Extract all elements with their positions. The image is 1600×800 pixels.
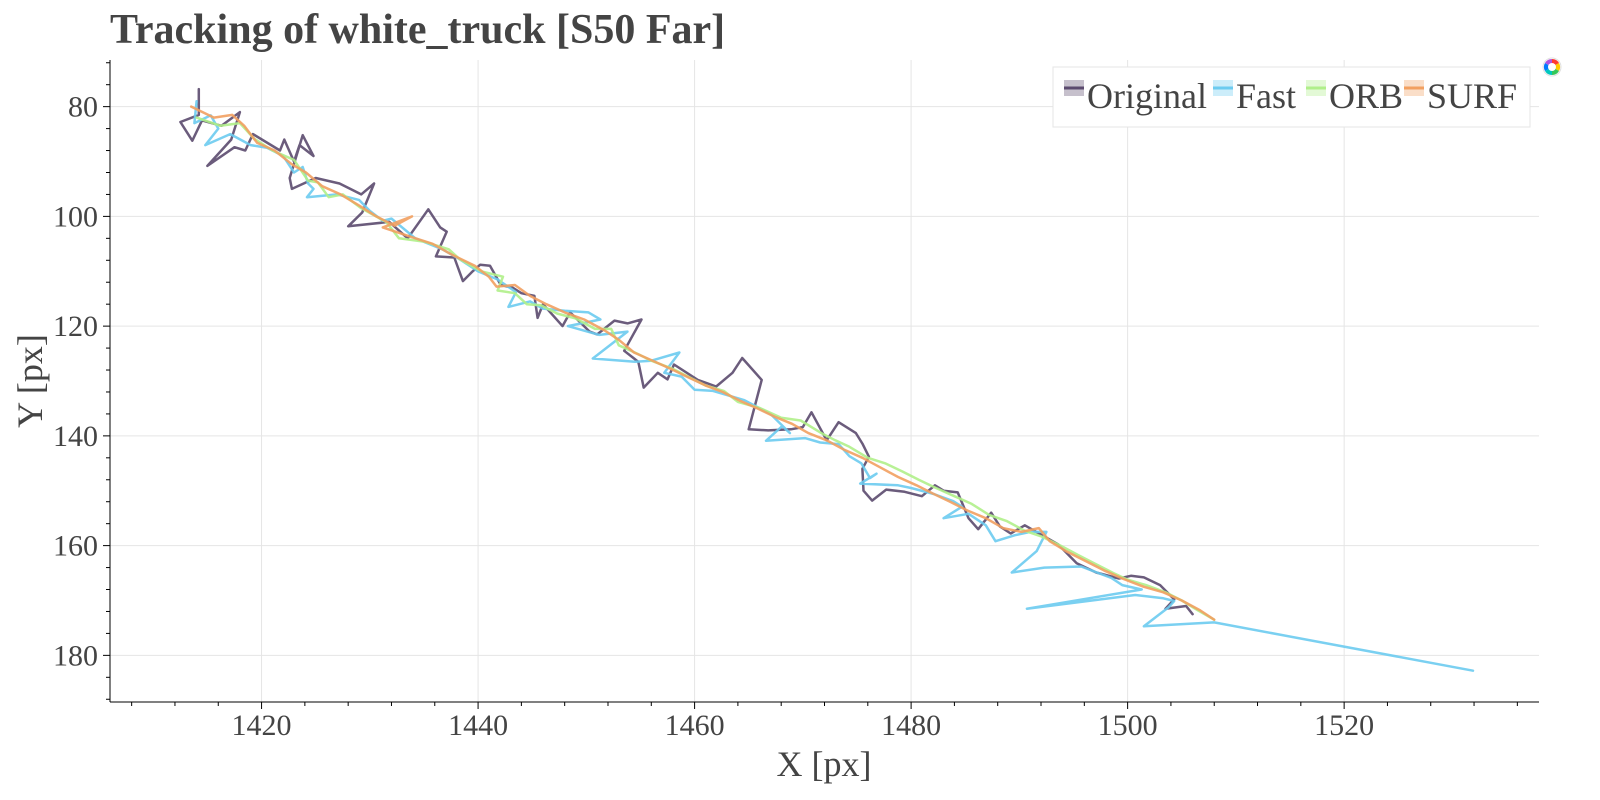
y-tick-label: 140 (53, 420, 98, 453)
y-gridlines (110, 106, 1539, 656)
x-tick-label: 1500 (1098, 709, 1158, 742)
bokeh-logo-icon[interactable] (1542, 57, 1562, 77)
legend-item-orb[interactable]: ORB (1306, 76, 1403, 116)
x-tick-label: 1460 (665, 709, 725, 742)
x-tick-label: 1520 (1314, 709, 1374, 742)
y-tick-label: 120 (53, 310, 98, 343)
x-axis-ticks: 1420 1440 1460 1480 1500 1520 (131, 702, 1518, 742)
plot-background (110, 60, 1539, 702)
series-line-original (179, 87, 1194, 616)
y-axis-ticks: 80 100 120 140 160 180 (53, 62, 110, 700)
y-tick-label: 100 (53, 200, 98, 233)
chart-title: Tracking of white_truck [S50 Far] (110, 7, 725, 53)
series-layer (179, 87, 1475, 672)
legend-label: Fast (1236, 76, 1296, 116)
series-line-fast (193, 99, 1475, 672)
legend-item-surf[interactable]: SURF (1404, 76, 1517, 116)
legend-label: SURF (1427, 76, 1517, 116)
y-tick-label: 180 (53, 639, 98, 672)
x-tick-label: 1480 (881, 709, 941, 742)
legend-box (1052, 66, 1531, 128)
x-tick-label: 1440 (448, 709, 508, 742)
y-tick-label: 160 (53, 530, 98, 563)
legend-item-fast[interactable]: Fast (1213, 76, 1296, 116)
legend-label: ORB (1329, 76, 1403, 116)
legend-label: Original (1087, 76, 1207, 116)
plot-area[interactable] (110, 60, 1539, 702)
x-tick-label: 1420 (232, 709, 292, 742)
x-axis-label: X [px] (777, 744, 872, 784)
series-line-surf (189, 105, 1216, 621)
y-tick-label: 80 (68, 91, 98, 124)
legend[interactable]: Original Fast ORB SURF (1052, 66, 1531, 128)
y-axis-label: Y [px] (10, 334, 50, 428)
legend-item-original[interactable]: Original (1064, 76, 1207, 116)
